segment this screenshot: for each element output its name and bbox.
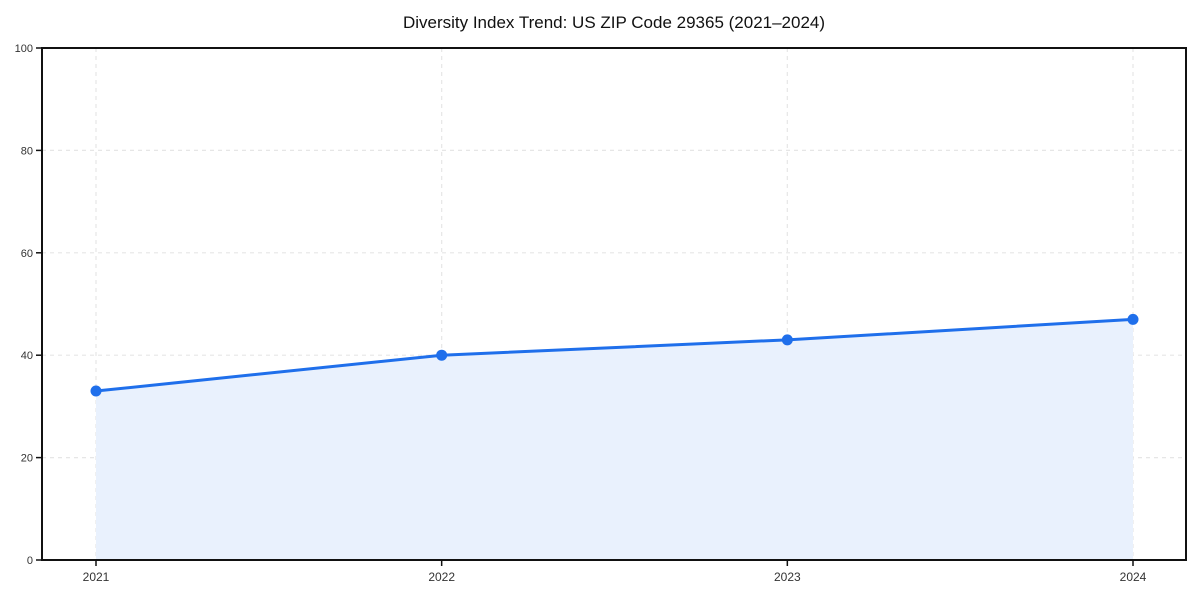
data-point	[1127, 313, 1139, 325]
plot-border	[41, 47, 1187, 561]
y-tick-label: 100	[15, 43, 33, 55]
y-tick-label: 60	[21, 248, 33, 260]
data-point	[436, 349, 448, 361]
x-tick-label: 2021	[83, 570, 110, 584]
y-tick-label: 80	[21, 145, 33, 157]
y-tick-label: 0	[27, 555, 33, 567]
y-tick-label: 40	[21, 350, 33, 362]
x-tick-label: 2023	[774, 570, 801, 584]
area-fill	[96, 319, 1133, 560]
trend-line	[94, 317, 1135, 393]
data-point	[90, 385, 102, 397]
data-point	[781, 334, 793, 346]
y-tick-label: 20	[21, 453, 33, 465]
x-tick-label: 2024	[1120, 570, 1147, 584]
x-tick-label: 2022	[428, 570, 455, 584]
chart-title: Diversity Index Trend: US ZIP Code 29365…	[402, 13, 826, 32]
